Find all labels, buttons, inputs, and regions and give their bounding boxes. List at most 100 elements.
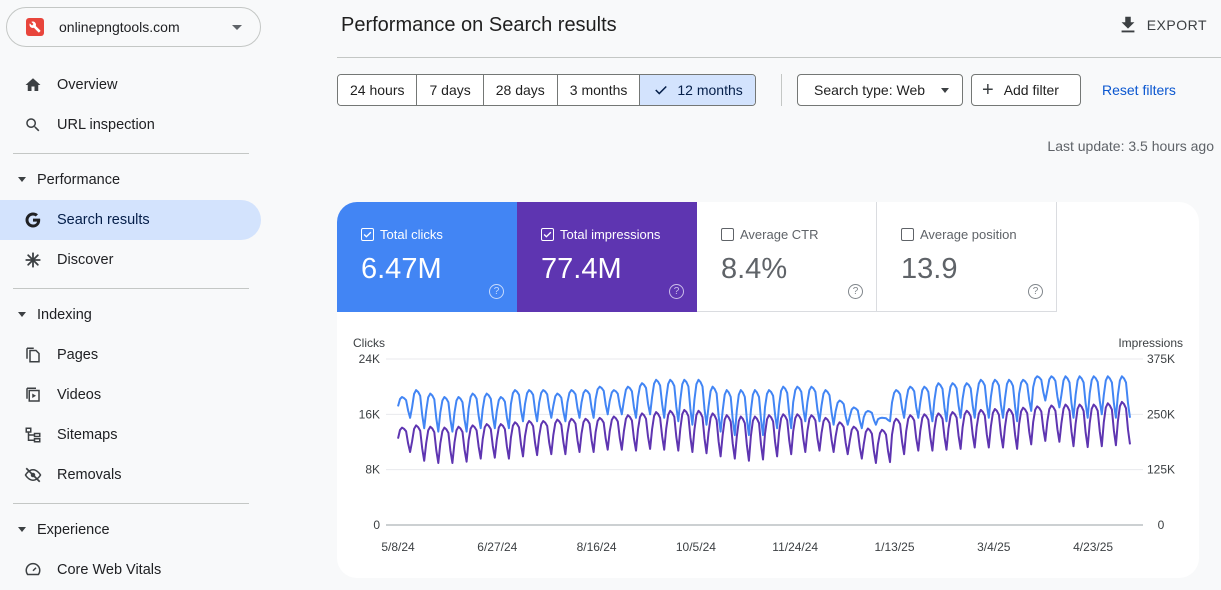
sidebar-item-search-results[interactable]: Search results xyxy=(0,200,261,240)
sidebar-item-label: Removals xyxy=(57,467,122,483)
x-tick: 1/13/25 xyxy=(874,540,914,554)
sidebar-item-sitemaps[interactable]: Sitemaps xyxy=(0,415,262,455)
checkbox-unchecked-icon[interactable] xyxy=(901,228,914,241)
range-7-days[interactable]: 7 days xyxy=(417,75,484,105)
sidebar-item-core-web-vitals[interactable]: Core Web Vitals xyxy=(0,550,262,590)
performance-card: Total clicks 6.47M ? Total impressions 7… xyxy=(337,202,1199,578)
sidebar-item-pages[interactable]: Pages xyxy=(0,335,262,375)
checkbox-checked-icon[interactable] xyxy=(361,228,374,241)
eye-off-icon xyxy=(23,465,43,485)
download-icon xyxy=(1121,16,1135,33)
range-24-hours[interactable]: 24 hours xyxy=(338,75,418,105)
check-icon xyxy=(655,85,668,95)
property-selector[interactable]: onlinepngtools.com xyxy=(6,7,261,47)
sidebar: onlinepngtools.com Overview URL inspecti… xyxy=(0,0,262,590)
video-icon xyxy=(23,385,43,405)
range-label: 12 months xyxy=(677,82,743,98)
sidebar-item-label: URL inspection xyxy=(57,117,155,133)
metric-total-impressions[interactable]: Total impressions 77.4M ? xyxy=(517,202,697,312)
y-tick-right: 250K xyxy=(1147,407,1175,421)
metric-value: 77.4M xyxy=(541,253,622,285)
sidebar-item-discover[interactable]: Discover xyxy=(0,240,262,280)
add-filter-button[interactable]: + Add filter xyxy=(971,74,1081,106)
google-g-icon xyxy=(23,210,43,230)
sidebar-item-removals[interactable]: Removals xyxy=(0,455,262,495)
sidebar-item-label: Pages xyxy=(57,347,99,363)
sidebar-item-url-inspection[interactable]: URL inspection xyxy=(0,105,262,145)
y-tick-left: 24K xyxy=(359,352,380,366)
x-tick: 11/24/24 xyxy=(772,540,818,554)
export-label: EXPORT xyxy=(1146,17,1207,33)
sidebar-item-label: Videos xyxy=(57,387,102,403)
x-tick: 5/8/24 xyxy=(381,540,415,554)
x-tick: 4/23/25 xyxy=(1073,540,1113,554)
sidebar-divider xyxy=(13,153,249,154)
sidebar-item-label: Discover xyxy=(57,252,114,268)
metric-label: Total clicks xyxy=(380,227,443,242)
y-tick-right: 0 xyxy=(1158,518,1165,532)
section-label: Experience xyxy=(37,522,110,538)
help-icon[interactable]: ? xyxy=(489,284,504,299)
date-range-selector: 24 hours 7 days 28 days 3 months 12 mont… xyxy=(337,74,756,106)
sidebar-item-label: Search results xyxy=(57,212,150,228)
metric-label: Average position xyxy=(920,227,1017,242)
range-3-months[interactable]: 3 months xyxy=(557,75,641,105)
home-icon xyxy=(23,75,43,95)
left-axis-label: Clicks xyxy=(353,336,385,350)
x-tick: 6/27/24 xyxy=(477,540,517,554)
help-icon[interactable]: ? xyxy=(669,284,684,299)
export-button[interactable]: EXPORT xyxy=(1117,14,1207,36)
x-tick: 8/16/24 xyxy=(577,540,617,554)
performance-chart[interactable]: Clicks Impressions 24K 375K 16K 250K 8K 125K 0… xyxy=(337,312,1199,578)
x-tick: 10/5/24 xyxy=(676,540,716,554)
y-tick-right: 125K xyxy=(1147,463,1175,477)
add-filter-label: Add filter xyxy=(1003,82,1059,98)
sidebar-item-label: Overview xyxy=(57,77,118,93)
reset-filters-link[interactable]: Reset filters xyxy=(1102,82,1176,98)
metric-average-ctr[interactable]: Average CTR 8.4% ? xyxy=(697,202,877,312)
range-28-days[interactable]: 28 days xyxy=(483,75,558,105)
plus-icon: + xyxy=(982,79,994,101)
y-tick-left: 16K xyxy=(359,407,380,421)
header-divider xyxy=(337,57,1221,58)
page-title: Performance on Search results xyxy=(341,14,617,36)
caret-down-icon xyxy=(18,177,26,182)
search-icon xyxy=(23,115,43,135)
sidebar-item-overview[interactable]: Overview xyxy=(0,65,262,105)
range-12-months[interactable]: 12 months xyxy=(640,75,755,105)
section-label: Performance xyxy=(37,172,121,188)
metric-value: 6.47M xyxy=(361,253,442,285)
sidebar-divider xyxy=(13,503,249,504)
help-icon[interactable]: ? xyxy=(848,284,863,299)
sidebar-item-label: Sitemaps xyxy=(57,427,118,443)
search-type-label: Search type: Web xyxy=(814,82,926,98)
pages-icon xyxy=(23,345,43,365)
sidebar-item-label: Core Web Vitals xyxy=(57,562,162,578)
y-tick-left: 8K xyxy=(365,463,380,477)
metric-total-clicks[interactable]: Total clicks 6.47M ? xyxy=(337,202,517,312)
y-tick-right: 375K xyxy=(1147,352,1175,366)
help-icon[interactable]: ? xyxy=(1028,284,1043,299)
metric-average-position[interactable]: Average position 13.9 ? xyxy=(877,202,1057,312)
y-tick-left: 0 xyxy=(373,518,380,532)
sidebar-item-videos[interactable]: Videos xyxy=(0,375,262,415)
sidebar-divider xyxy=(13,288,249,289)
gauge-icon xyxy=(23,560,43,580)
right-axis-label: Impressions xyxy=(1118,336,1183,350)
series-line-clicks xyxy=(397,375,1131,437)
series-line-impressions xyxy=(397,400,1131,464)
property-name: onlinepngtools.com xyxy=(59,19,180,35)
caret-down-icon xyxy=(18,527,26,532)
metric-label: Average CTR xyxy=(740,227,819,242)
last-update-text: Last update: 3.5 hours ago xyxy=(1047,138,1214,154)
x-tick: 3/4/25 xyxy=(977,540,1011,554)
wrench-icon xyxy=(26,18,44,36)
caret-down-icon xyxy=(18,312,26,317)
asterisk-icon xyxy=(23,250,43,270)
checkbox-unchecked-icon[interactable] xyxy=(721,228,734,241)
checkbox-checked-icon[interactable] xyxy=(541,228,554,241)
sitemap-icon xyxy=(23,425,43,445)
caret-down-icon xyxy=(232,25,242,30)
search-type-dropdown[interactable]: Search type: Web xyxy=(797,74,963,106)
metric-value: 13.9 xyxy=(901,253,958,285)
